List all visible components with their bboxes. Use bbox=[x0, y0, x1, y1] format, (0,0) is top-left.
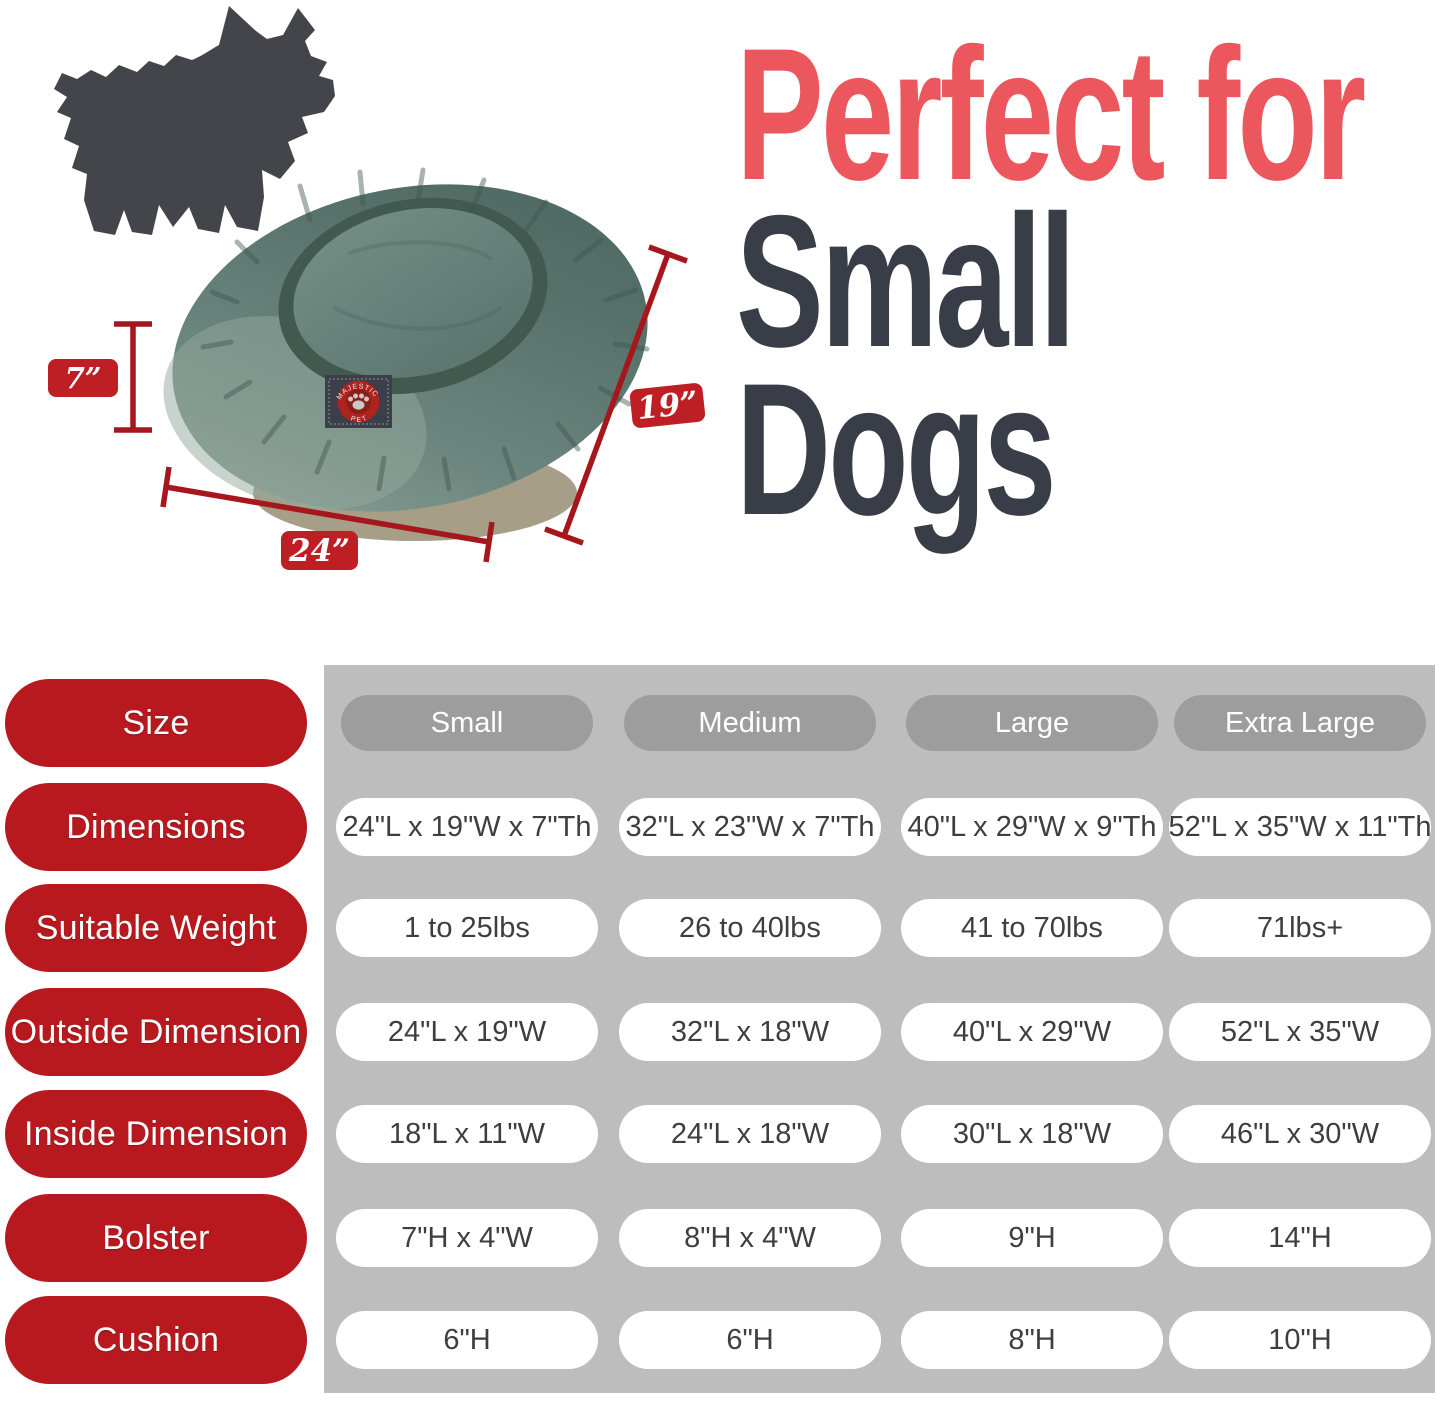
cell-weight-medium: 26 to 40lbs bbox=[619, 899, 881, 957]
width-dimension-label: 19” bbox=[629, 382, 706, 429]
heading-accent: Perfect for bbox=[736, 9, 1366, 219]
dog-bed-photo: MAJESTIC PET bbox=[163, 167, 650, 541]
dog-silhouette-icon bbox=[54, 6, 335, 235]
cell-weight-small: 1 to 25lbs bbox=[336, 899, 598, 957]
length-dimension-label: 24” bbox=[281, 531, 358, 570]
heading-line-dogs: Dogs bbox=[736, 344, 1057, 554]
cell-inside-extra-large: 46"L x 30"W bbox=[1169, 1105, 1431, 1163]
brand-tag: MAJESTIC PET bbox=[325, 375, 392, 428]
bed-cushion bbox=[293, 208, 533, 378]
row-label-suitable-weight: Suitable Weight bbox=[5, 884, 307, 972]
column-header-small: Small bbox=[341, 695, 593, 751]
cell-bolster-extra-large: 14"H bbox=[1169, 1209, 1431, 1267]
cell-cushion-small: 6"H bbox=[336, 1311, 598, 1369]
row-label-cushion: Cushion bbox=[5, 1296, 307, 1384]
column-header-extra-large: Extra Large bbox=[1174, 695, 1426, 751]
cell-inside-large: 30"L x 18"W bbox=[901, 1105, 1163, 1163]
height-dimension-label: 7” bbox=[48, 359, 118, 397]
row-label-dimensions: Dimensions bbox=[5, 783, 307, 871]
row-label-outside-dimension: Outside Dimension bbox=[5, 988, 307, 1076]
cell-outside-medium: 32"L x 18"W bbox=[619, 1003, 881, 1061]
column-header-medium: Medium bbox=[624, 695, 876, 751]
cell-cushion-medium: 6"H bbox=[619, 1311, 881, 1369]
row-label-size: Size bbox=[5, 679, 307, 767]
cell-dimensions-large: 40"L x 29"W x 9"Th bbox=[901, 798, 1163, 856]
cell-dimensions-medium: 32"L x 23"W x 7"Th bbox=[619, 798, 881, 856]
cell-dimensions-small: 24"L x 19"W x 7"Th bbox=[336, 798, 598, 856]
brand-tag-bottom-text: PET bbox=[350, 414, 368, 424]
cell-dimensions-extra-large: 52"L x 35"W x 11"Th bbox=[1169, 798, 1432, 856]
cell-cushion-large: 8"H bbox=[901, 1311, 1163, 1369]
cell-bolster-small: 7"H x 4"W bbox=[336, 1209, 598, 1267]
cell-inside-small: 18"L x 11"W bbox=[336, 1105, 598, 1163]
cell-bolster-large: 9"H bbox=[901, 1209, 1163, 1267]
column-header-large: Large bbox=[906, 695, 1158, 751]
paw-icon bbox=[348, 393, 369, 410]
cell-outside-small: 24"L x 19"W bbox=[336, 1003, 598, 1061]
row-label-inside-dimension: Inside Dimension bbox=[5, 1090, 307, 1178]
cell-weight-extra-large: 71lbs+ bbox=[1169, 899, 1431, 957]
cell-cushion-extra-large: 10"H bbox=[1169, 1311, 1431, 1369]
svg-text:PET: PET bbox=[350, 414, 370, 424]
row-label-bolster: Bolster bbox=[5, 1194, 307, 1282]
heading-line-small: Small bbox=[736, 176, 1076, 386]
cell-outside-large: 40"L x 29"W bbox=[901, 1003, 1163, 1061]
cell-outside-extra-large: 52"L x 35"W bbox=[1169, 1003, 1431, 1061]
cell-inside-medium: 24"L x 18"W bbox=[619, 1105, 881, 1163]
cell-weight-large: 41 to 70lbs bbox=[901, 899, 1163, 957]
cell-bolster-medium: 8"H x 4"W bbox=[619, 1209, 881, 1267]
